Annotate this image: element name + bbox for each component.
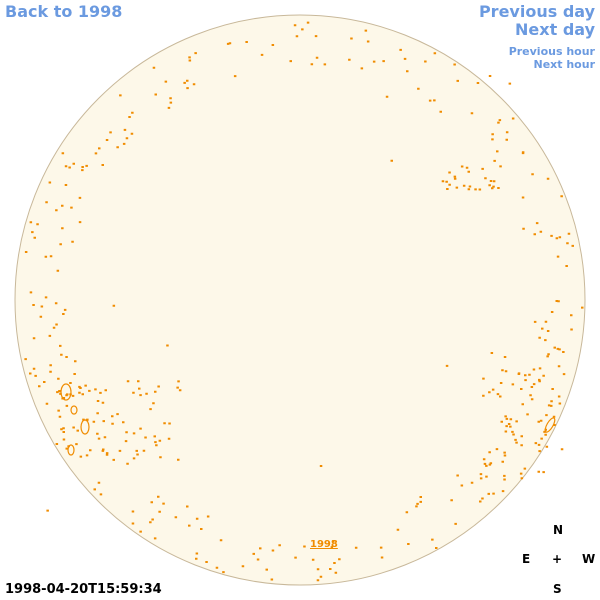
year-link[interactable]: 1998 [310,539,338,550]
compass-south: S [553,582,562,596]
compass-east: E [522,552,531,566]
next-day-link[interactable]: Next day [515,20,595,39]
previous-day-link[interactable]: Previous day [478,2,595,21]
back-link[interactable]: Back to 1998 [5,2,123,21]
magnetic-features [60,383,556,456]
previous-hour-link[interactable]: Previous hour [508,45,595,58]
solar-disk [14,14,586,586]
compass-north: N [553,523,564,537]
compass-west: W [582,552,596,566]
timestamp: 1998-04-20T15:59:34 [5,582,162,597]
next-hour-link[interactable]: Next hour [533,58,596,71]
compass-center: + [552,552,563,566]
